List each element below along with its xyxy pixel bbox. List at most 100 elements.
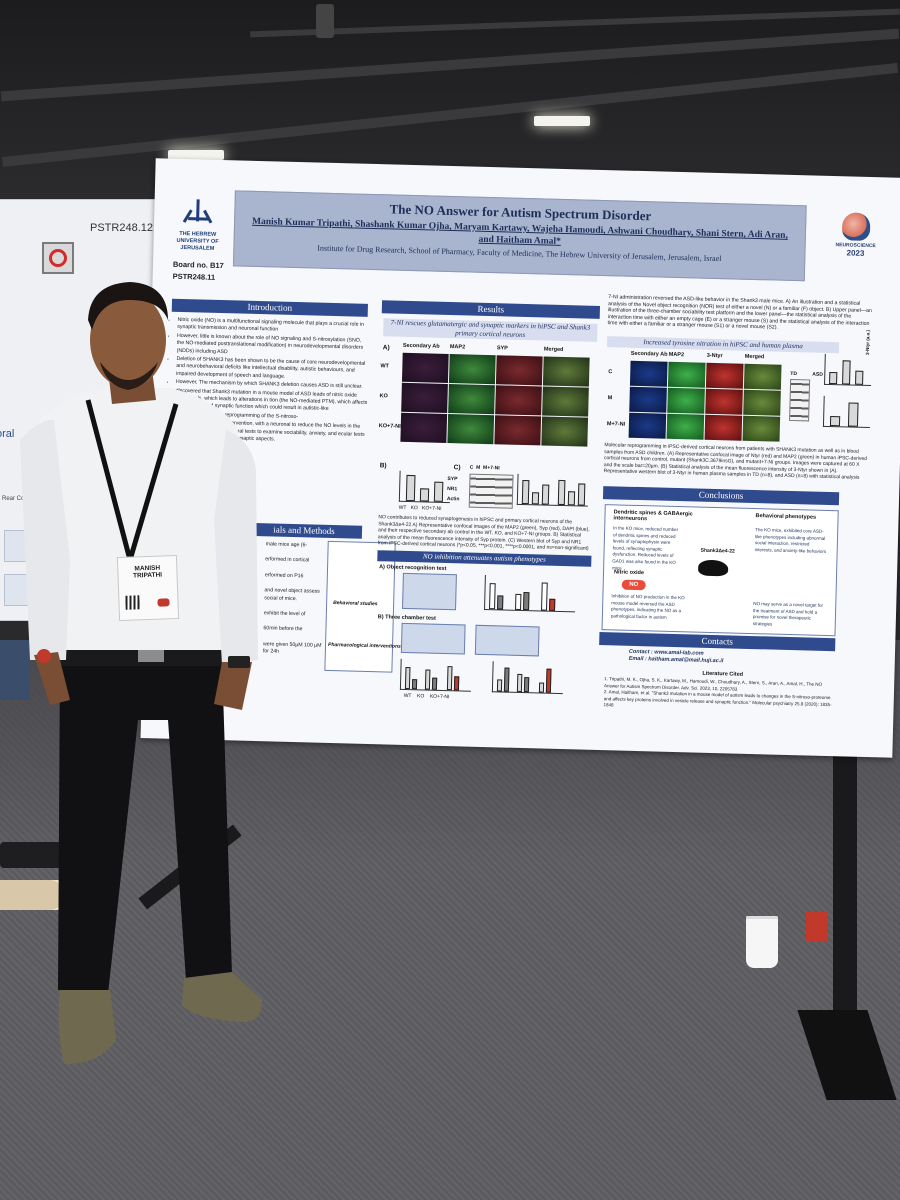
grid-row-label: KO — [379, 393, 388, 400]
bar — [567, 491, 576, 506]
conference-logo: NEUROSCIENCE 2023 — [829, 212, 882, 258]
bar — [538, 682, 545, 693]
board-info: Board no. B17 PSTR248.11 — [172, 259, 224, 284]
nitric-title: Nitric oxide — [613, 569, 645, 577]
qr-code-icon — [125, 595, 140, 610]
grid-row-label: M — [607, 395, 613, 402]
bar — [523, 592, 530, 611]
university-emblem-icon — [182, 199, 213, 230]
grid-row-label: KO+7-NI — [378, 423, 401, 430]
black-tube — [0, 842, 72, 868]
blot-row-actin: Actin — [446, 495, 460, 503]
confocal-image-tile — [629, 386, 667, 413]
conclusions-header: Conclusions — [602, 486, 840, 506]
grid-row-label: WT — [380, 363, 389, 370]
grid-row-label: M+7-NI — [606, 421, 626, 428]
grid-row-label: C — [608, 369, 613, 376]
poster-code: PSTR248.11 — [172, 271, 216, 282]
neighbour-poster-subtitle: Rear Conditioning: (Contextual Learning … — [2, 496, 147, 502]
blot-col-c: C — [469, 464, 474, 471]
group-label-ko: KO — [416, 693, 425, 700]
confocal-image-tile — [447, 413, 495, 445]
panel-a-caption: NO contributes to reduced synaptogenesis… — [377, 514, 590, 553]
dendritic-text: In the KO mice, reduced number of dendri… — [612, 525, 679, 571]
panel-a-label: A) — [382, 344, 390, 352]
bar — [453, 676, 460, 691]
confocal-image-tile — [542, 386, 589, 417]
bar — [531, 492, 540, 505]
methods-pharmacological-label: Pharmacological interventions — [327, 641, 401, 650]
object-arena-illustration — [402, 572, 457, 611]
nitric-text: Inhibition of NO production in the KO mo… — [610, 593, 685, 620]
bar — [503, 667, 510, 692]
grid-column-label: 3-Ntyr — [706, 352, 723, 360]
confocal-image-tile — [494, 415, 542, 446]
bar-ko — [419, 488, 430, 502]
bar — [842, 360, 851, 385]
neighbour-chart — [54, 530, 96, 562]
bar — [523, 677, 530, 693]
conclusions-diagram: Dendritic spines & GABAergic interneuron… — [601, 504, 839, 637]
neighbour-poster-id: PSTR248.12 — [90, 222, 153, 234]
bar — [431, 677, 438, 690]
confocal-image-tile — [495, 385, 542, 416]
results-header: Results — [381, 300, 601, 319]
bar — [424, 669, 431, 690]
blot-column-labels: C M M+7-NI — [470, 465, 500, 472]
bar — [446, 666, 453, 691]
bar — [545, 668, 552, 693]
panel-c-caption: Molecular reprogramming in iPSC-derived … — [603, 442, 868, 482]
confocal-image-tile — [743, 363, 782, 390]
name-badge: MANISH TRIPATHI — [116, 554, 180, 622]
methods-fragment: male mice age (6- — [265, 541, 308, 549]
target-text: NO may serve as a novel target for the t… — [752, 601, 824, 627]
bar-wt — [405, 474, 416, 502]
introduction-text: Nitric oxide (NO) is a multifunctional s… — [166, 317, 369, 448]
ceiling-light — [534, 116, 590, 126]
neighbour-chart — [4, 574, 96, 606]
blot-col-m: M — [476, 464, 481, 471]
methods-fragment: and novel object assess social of mice. — [264, 587, 320, 602]
blot-col-m-7ni: M+7-NI — [483, 464, 500, 472]
no-phone-icon — [42, 242, 74, 274]
ntyr-axis-label: 3-Ntyr (a.u.) — [864, 329, 871, 356]
background-person — [0, 640, 30, 700]
grid-column-label: SYP — [496, 345, 508, 352]
red-can — [806, 912, 828, 942]
methods-fragment: 60min before the — [263, 625, 303, 633]
chamber-illustration — [400, 622, 466, 655]
methods-text: male mice age (6- erformed in cortical e… — [263, 541, 326, 657]
bar — [541, 484, 550, 505]
introduction-header: Introduction — [171, 298, 368, 317]
grid-column-label: MAP2 — [449, 344, 466, 351]
bar — [829, 371, 838, 385]
blot-row-syp: SYP — [447, 476, 458, 483]
bar — [516, 673, 523, 693]
conference-year: 2023 — [846, 248, 865, 258]
intro-point: ed a pharmacological intervention, with … — [174, 419, 367, 446]
bar — [847, 402, 859, 427]
western-blot — [468, 473, 514, 509]
badge-logo-icon — [157, 598, 170, 607]
object-recognition-chart — [484, 575, 576, 613]
methods-fragment: exhibit the level of — [263, 610, 306, 618]
blot-row-nr1: NR1 — [447, 486, 458, 493]
mouse-icon — [697, 559, 729, 577]
grid-column-label: Secondary Ab — [402, 342, 440, 350]
panel-c-text: 7-NI administration reversed the ASD-lik… — [607, 294, 872, 331]
three-chamber-chart-2 — [491, 661, 564, 695]
confocal-image-tile — [448, 354, 496, 385]
panel-c-side-td: TD — [790, 370, 798, 378]
ntyr-chart-2 — [822, 395, 871, 429]
syp-axis-labels: WT KO KO+7-NI — [399, 505, 442, 512]
methods-behavioral-label: Behavioral studies — [333, 600, 378, 608]
panel-c-side-asd: ASD — [812, 371, 823, 378]
bar — [549, 598, 556, 611]
axis-label-wt: WT — [398, 504, 407, 511]
confocal-image-tile — [448, 384, 495, 415]
grid-column-label: Merged — [744, 353, 765, 361]
dendritic-title: Dendritic spines & GABAergic interneuron… — [613, 509, 693, 523]
confocal-image-tile — [401, 382, 448, 413]
grid-column-label: Secondary Ab — [630, 350, 668, 358]
confocal-image-tile — [541, 416, 589, 447]
